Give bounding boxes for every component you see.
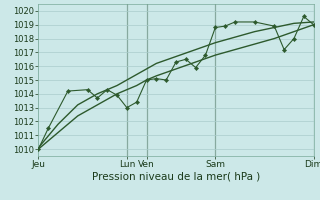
X-axis label: Pression niveau de la mer( hPa ): Pression niveau de la mer( hPa ) <box>92 172 260 182</box>
